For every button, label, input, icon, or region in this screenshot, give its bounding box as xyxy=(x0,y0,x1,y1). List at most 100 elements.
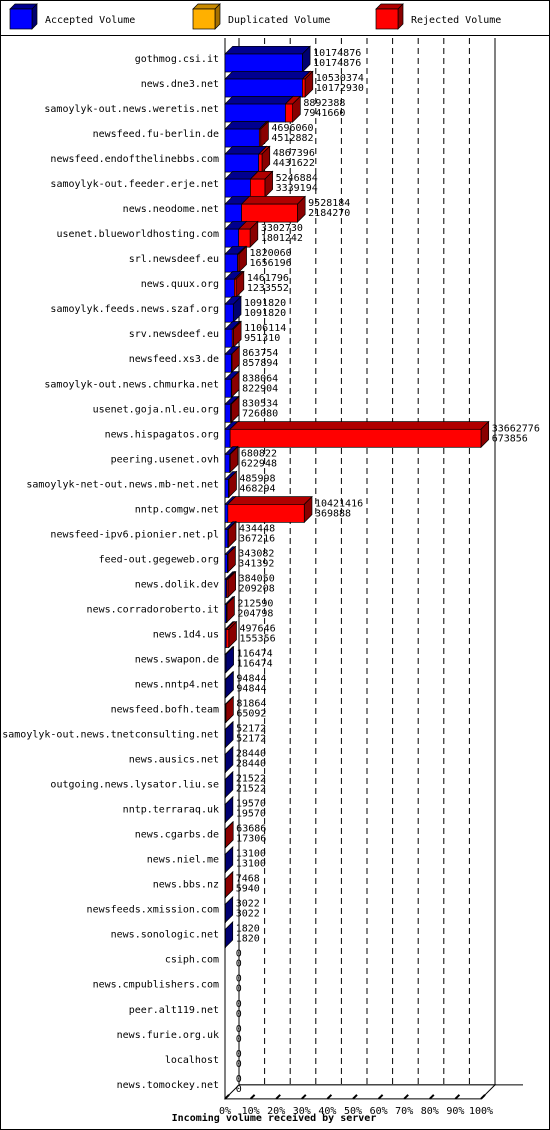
value-accepted-outgoing-news-lysator-liu-se: 21522 xyxy=(236,784,266,795)
value-accepted-samoylyk-out-news-chmurka-net: 822904 xyxy=(242,383,278,394)
value-accepted-srv-newsdeef-eu: 951310 xyxy=(244,333,280,344)
value-total-srl-newsdeef-eu: 1820060 xyxy=(250,248,292,259)
bar-rejected-newsfeed-xs3-de xyxy=(231,353,233,373)
bar-accepted-news-niel-me xyxy=(224,854,226,873)
legend-label-rejected: Rejected Volume xyxy=(411,15,501,26)
value-total-nntp-comgw-net: 10421416 xyxy=(315,498,363,509)
bar-row-usenet-blueworldhosting-com: usenet.blueworldhosting.com 3302730180124… xyxy=(56,220,303,248)
bar-accepted-nntp-comgw-net xyxy=(224,504,229,523)
value-accepted-feed-out-gegeweb-org: 341392 xyxy=(238,558,274,569)
legend: Accepted Volume Duplicated Volume Reject… xyxy=(9,3,501,30)
value-accepted-newsfeed-fu-berlin-de: 4512882 xyxy=(271,133,313,144)
bar-rejected-news-dolik-dev xyxy=(226,579,229,598)
bar-rejected-news-quux-org xyxy=(234,278,237,298)
floor xyxy=(223,1084,497,1100)
bar-rejected-usenet-goja-nl-eu-org xyxy=(230,403,232,423)
x-tick-label-30: 30% xyxy=(293,1106,311,1117)
value-total-samoylyk-out-news-chmurka-net: 838064 xyxy=(242,373,278,384)
value-accepted-newsfeed-endofthelinebbs-com: 4431622 xyxy=(273,158,315,169)
bar-accepted-newsfeed-ipv6-pionier-net-pl xyxy=(224,529,229,548)
bar-row-news-furie-org-uk: news.furie.org.uk 00 xyxy=(117,1024,242,1045)
server-label-news-cmpublishers-com: news.cmpublishers.com xyxy=(93,980,219,991)
value-total-peer-alt119-net: 0 xyxy=(236,999,242,1010)
value-total-newsfeed-xs3-de: 863754 xyxy=(242,348,278,359)
server-label-newsfeed-endofthelinebbs-com: newsfeed.endofthelinebbs.com xyxy=(50,154,219,165)
server-label-samoylyk-out-news-chmurka-net: samoylyk-out.news.chmurka.net xyxy=(44,379,219,390)
x-tick-mark-20 xyxy=(275,1094,281,1100)
bar-accepted-news-hispagatos-org xyxy=(224,428,231,448)
bar-rejected-nntp-comgw-net xyxy=(227,504,305,523)
bar-rejected-feed-out-gegeweb-org xyxy=(227,554,229,573)
legend-item-rejected: Rejected Volume xyxy=(375,3,501,30)
bar-rejected-news-bbs-nz xyxy=(224,879,226,899)
bar-row-samoylyk-out-feeder-erje-net: samoylyk-out.feeder.erje.net 524688433391… xyxy=(50,170,318,198)
bar-accepted-news-dne3-net xyxy=(224,78,303,98)
bar-accepted-feed-out-gegeweb-org xyxy=(224,554,228,573)
bar-accepted-srv-newsdeef-eu xyxy=(224,328,233,348)
value-accepted-csiph-com: 0 xyxy=(236,959,242,970)
value-accepted-samoylyk-feeds-news-szaf-org: 1091820 xyxy=(244,308,286,319)
bar-rejected-news-corradoroberto-it xyxy=(226,604,228,623)
server-label-csiph-com: csiph.com xyxy=(165,955,219,966)
value-total-news-furie-org-uk: 0 xyxy=(236,1024,242,1035)
x-tick-mark-100 xyxy=(480,1094,486,1100)
x-tick-mark-80 xyxy=(429,1094,435,1100)
bar-rejected-samoylyk-net-out-news-mb-net-net xyxy=(228,478,230,498)
value-accepted-news-swapon-de: 116474 xyxy=(237,658,273,669)
bar-rejected-peering-usenet-ovh xyxy=(229,453,231,473)
x-tick-mark-10 xyxy=(249,1094,256,1100)
bar-row-newsfeed-endofthelinebbs-com: newsfeed.endofthelinebbs.com 486739644316… xyxy=(50,145,315,173)
bar-rejected-news-hispagatos-org-top xyxy=(229,421,490,430)
value-total-news-swapon-de: 116474 xyxy=(237,648,273,659)
value-total-newsfeed-bofh-team: 81864 xyxy=(236,699,266,710)
x-tick-label-10: 10% xyxy=(242,1106,260,1117)
server-label-news-sonologic-net: news.sonologic.net xyxy=(111,930,219,941)
value-accepted-news-tomockey-net: 0 xyxy=(236,1084,242,1095)
x-tick-label-80: 80% xyxy=(421,1106,439,1117)
value-accepted-peering-usenet-ovh: 622948 xyxy=(241,458,277,469)
bar-row-samoylyk-out-news-tnetconsulting-net: samoylyk-out.news.tnetconsulting.net 5217… xyxy=(2,720,266,749)
bar-accepted-samoylyk-out-news-chmurka-net xyxy=(224,378,232,398)
bar-rejected-newsfeed-endofthelinebbs-com xyxy=(258,153,263,173)
server-label-feed-out-gegeweb-org: feed-out.gegeweb.org xyxy=(99,554,219,565)
bar-row-csiph-com: csiph.com 00 xyxy=(165,949,242,970)
legend-label-duplicated: Duplicated Volume xyxy=(228,15,330,26)
value-total-csiph-com: 0 xyxy=(236,949,242,960)
bar-row-samoylyk-net-out-news-mb-net-net: samoylyk-net-out.news.mb-net.net 48599846… xyxy=(26,470,276,499)
value-accepted-news-dne3-net: 10172930 xyxy=(316,83,364,94)
value-total-usenet-blueworldhosting-com: 3302730 xyxy=(261,223,303,234)
server-label-news-cgarbs-de: news.cgarbs.de xyxy=(135,830,219,841)
bar-rejected-newsfeed-ipv6-pionier-net-pl xyxy=(227,529,229,548)
value-total-localhost: 0 xyxy=(236,1049,242,1060)
bar-accepted-news-neodome-net xyxy=(224,203,242,223)
x-tick-label-100: 100% xyxy=(469,1106,493,1117)
server-label-news-furie-org-uk: news.furie.org.uk xyxy=(117,1030,219,1041)
value-accepted-news-niel-me: 13100 xyxy=(236,859,266,870)
bar-accepted-newsfeeds-xmission-com xyxy=(224,904,226,924)
bar-row-localhost: localhost 00 xyxy=(165,1049,242,1070)
server-label-news-corradoroberto-it: news.corradoroberto.it xyxy=(87,604,219,615)
bar-accepted-gothmog-csi-it xyxy=(224,53,303,73)
bar-rejected-srl-newsdeef-eu xyxy=(237,253,240,273)
server-label-nntp-terraraq-uk: nntp.terraraq.uk xyxy=(123,805,219,816)
server-label-news-tomockey-net: news.tomockey.net xyxy=(117,1080,219,1091)
bar-rejected-news-neodome-net xyxy=(241,203,298,223)
bar-row-samoylyk-feeds-news-szaf-org: samoylyk.feeds.news.szaf.org 109182010918… xyxy=(50,295,286,324)
value-accepted-newsfeed-bofh-team: 65092 xyxy=(236,709,266,720)
legend-swatch-accepted xyxy=(9,8,33,30)
value-accepted-news-nntp4-net: 94844 xyxy=(236,684,266,695)
server-label-samoylyk-feeds-news-szaf-org: samoylyk.feeds.news.szaf.org xyxy=(50,304,219,315)
